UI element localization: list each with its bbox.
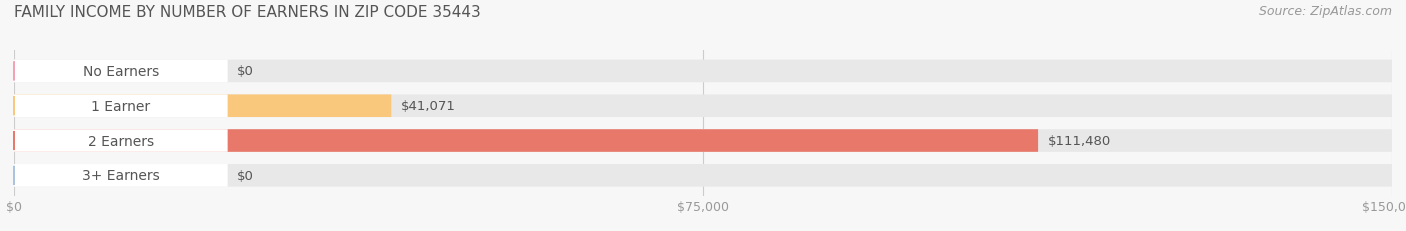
FancyBboxPatch shape xyxy=(14,95,391,118)
Text: 3+ Earners: 3+ Earners xyxy=(82,169,160,182)
Text: $0: $0 xyxy=(238,169,254,182)
Text: Source: ZipAtlas.com: Source: ZipAtlas.com xyxy=(1258,5,1392,18)
Text: FAMILY INCOME BY NUMBER OF EARNERS IN ZIP CODE 35443: FAMILY INCOME BY NUMBER OF EARNERS IN ZI… xyxy=(14,5,481,20)
Text: 2 Earners: 2 Earners xyxy=(87,134,153,148)
Text: No Earners: No Earners xyxy=(83,65,159,79)
FancyBboxPatch shape xyxy=(14,130,1038,152)
Text: 1 Earner: 1 Earner xyxy=(91,99,150,113)
FancyBboxPatch shape xyxy=(14,164,1392,187)
FancyBboxPatch shape xyxy=(14,95,1392,118)
Text: $41,071: $41,071 xyxy=(401,100,456,113)
FancyBboxPatch shape xyxy=(14,95,228,118)
FancyBboxPatch shape xyxy=(14,60,1392,83)
FancyBboxPatch shape xyxy=(14,60,228,83)
Text: $111,480: $111,480 xyxy=(1047,134,1111,147)
FancyBboxPatch shape xyxy=(14,164,228,187)
FancyBboxPatch shape xyxy=(14,130,228,152)
Text: $0: $0 xyxy=(238,65,254,78)
FancyBboxPatch shape xyxy=(14,130,1392,152)
